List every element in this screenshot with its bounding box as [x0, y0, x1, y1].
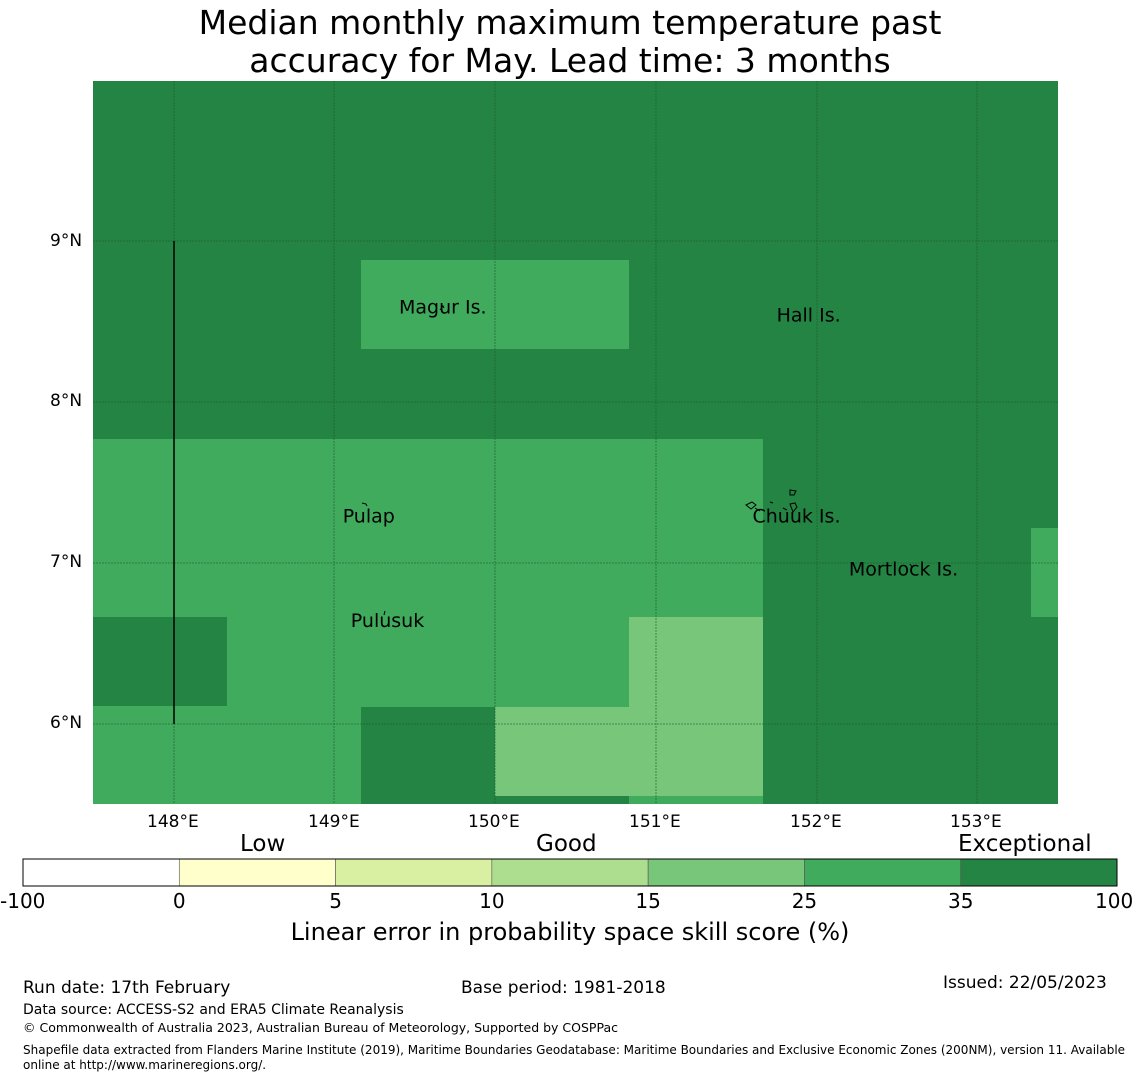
cell-very-good: [1031, 528, 1058, 617]
island-outlines: [361, 305, 913, 616]
place-label-pulusuk: Pulusuk: [351, 610, 424, 632]
place-label-chuuk-is: Chuuk Is.: [753, 506, 841, 528]
colorbar-tick-label: 25: [791, 889, 818, 913]
chart-title: Median monthly maximum temperature past …: [0, 4, 1140, 80]
colorbar-label-low: Low: [240, 831, 286, 857]
island-mortlock: [909, 563, 913, 568]
island-pulap: [361, 502, 368, 507]
shapefile-credit-line-1: Shapefile data extracted from Flanders M…: [23, 1043, 1126, 1057]
colorbar-tick-label: -100: [0, 889, 46, 913]
colorbar-segment: [178, 858, 336, 887]
lon-label-149e: 149°E: [308, 812, 360, 832]
lon-label-153e: 153°E: [950, 812, 1002, 832]
colorbar-segment: [647, 858, 805, 887]
colorbar-segment: [335, 858, 493, 887]
colorbar-label-exceptional: Exceptional: [958, 831, 1092, 857]
title-line-1: Median monthly maximum temperature past: [198, 3, 942, 42]
lon-label-148e: 148°E: [147, 812, 199, 832]
place-label-mortlock-is: Mortlock Is.: [849, 559, 958, 581]
lon-label-152e: 152°E: [790, 812, 842, 832]
colorbar-segments: [22, 858, 1118, 887]
colorbar-tick-label: 15: [635, 889, 661, 913]
cell-good: [629, 617, 763, 796]
lat-label-7n: 7°N: [50, 552, 83, 572]
place-label-hall-is: Hall Is.: [777, 304, 841, 326]
island-magur: [439, 305, 445, 311]
colorbar-tick-label: 5: [329, 889, 342, 913]
colorbar-segment: [804, 858, 962, 887]
base-period: Base period: 1981-2018: [461, 978, 666, 998]
cell-exceptional: [93, 617, 227, 706]
lat-label-8n: 8°N: [50, 391, 83, 411]
lat-label-9n: 9°N: [50, 231, 83, 251]
colorbar: [22, 858, 1118, 887]
place-label-pulap: Pulap: [343, 506, 395, 528]
title-line-2: accuracy for May. Lead time: 3 months: [249, 41, 891, 80]
colorbar-segment: [960, 858, 1118, 887]
place-labels: Magur Is. Hall Is. Pulap Chuuk Is. Mortlock …: [343, 296, 958, 632]
colorbar-tick-label: 35: [947, 889, 974, 913]
colorbar-segment: [491, 858, 649, 887]
shapefile-credit: Shapefile data extracted from Flanders M…: [23, 1043, 1138, 1073]
colorbar-frame: [22, 858, 1118, 887]
run-date: Run date: 17th February: [23, 978, 231, 998]
colorbar-tick-label: 0: [172, 889, 186, 913]
issued-date: Issued: 22/05/2023: [943, 973, 1107, 993]
island-pulusuk: [383, 610, 386, 616]
colorbar-tick-label: 100: [1095, 889, 1134, 913]
shapefile-credit-line-2: online at http://www.marineregions.org/.: [23, 1058, 267, 1072]
data-source: Data source: ACCESS-S2 and ERA5 Climate …: [23, 1002, 404, 1018]
colorbar-label-good: Good: [536, 831, 597, 857]
colorbar-title: Linear error in probability space skill …: [290, 918, 850, 946]
lat-label-6n: 6°N: [50, 713, 83, 733]
island-chuuk: [745, 489, 798, 513]
cell-good: [495, 707, 629, 796]
colorbar-segment: [22, 858, 180, 887]
colorbar-tick-label: 10: [479, 889, 505, 913]
copyright: © Commonwealth of Australia 2023, Austra…: [23, 1020, 618, 1035]
lon-label-150e: 150°E: [468, 812, 520, 832]
lon-label-151e: 151°E: [629, 812, 681, 832]
place-label-magur-is: Magur Is.: [399, 296, 487, 318]
